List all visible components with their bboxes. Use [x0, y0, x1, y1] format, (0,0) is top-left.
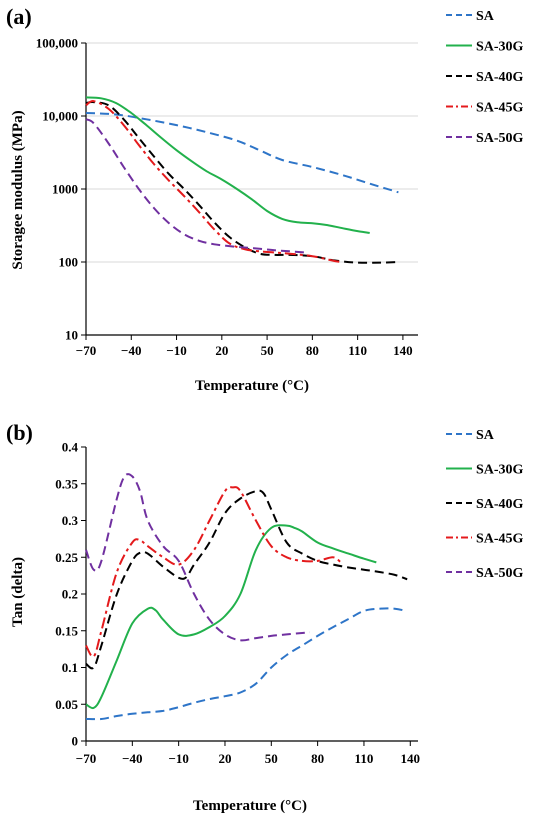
panel-a-x-tick-label: 20 — [215, 343, 228, 358]
panel-a-legend-label: SA-30G — [476, 40, 524, 55]
panel-b-y-tick-label: 0.05 — [55, 697, 78, 712]
panel-b-x-tick-label: 80 — [311, 751, 324, 766]
panel-a-axes — [81, 42, 418, 340]
panel-b-y-tick-label: 0.35 — [55, 476, 78, 491]
panel-a-legend-label: SA-45G — [476, 101, 524, 116]
panel-a-x-tick-label: 110 — [348, 343, 367, 358]
panel-a-y-tick-label: 1000 — [52, 182, 78, 197]
panel-a-gridlines — [86, 42, 418, 263]
panel-b-y-tick-label: 0.4 — [62, 440, 79, 455]
panel-b-legend-label: SA-50G — [476, 566, 524, 581]
panel-b-y-tick-label: 0.1 — [62, 660, 78, 675]
panel-a-legend: SA SA-30G SA-40G SA-45G SA-50G — [446, 9, 524, 146]
panel-a-series-line-sa-30g — [85, 96, 370, 234]
panel-a-chart: (a) 10 100 1000 10,000 100,000 −70 −40 −10 20 50 8… — [6, 4, 524, 394]
panel-a-x-tick-label: 50 — [261, 343, 274, 358]
panel-a-y-tick-label: 100,000 — [36, 36, 78, 51]
panel-a-series-line-sa-40g — [85, 101, 400, 264]
panel-b-axes — [81, 446, 418, 746]
panel-b-x-tick-label: 140 — [401, 751, 421, 766]
panel-a-x-tick-label: 140 — [393, 343, 413, 358]
panel-a-series-line-sa-50g — [85, 118, 305, 254]
panel-b-y-tick-label: 0.3 — [62, 513, 79, 528]
panel-b-series-lines — [85, 473, 408, 721]
panel-b-series-line-sa — [85, 607, 406, 721]
panel-b-series-line-sa-50g — [85, 473, 310, 642]
panel-b-y-tick-label: 0.2 — [62, 587, 78, 602]
panel-a-x-tick-label: 80 — [306, 343, 319, 358]
panel-a-x-axis-title: Temperature (°C) — [195, 378, 309, 394]
panel-a-label: (a) — [6, 4, 32, 29]
panel-a-x-tick-label: −40 — [121, 343, 141, 358]
panel-b-y-tick-label: 0 — [72, 734, 79, 749]
panel-b-series-line-sa-45g — [85, 486, 342, 658]
panel-b-legend-label: SA-45G — [476, 532, 524, 547]
panel-b-x-tick-label: −70 — [76, 751, 96, 766]
panel-b-legend-label: SA — [476, 428, 495, 443]
panel-b-x-axis-title: Temperature (°C) — [193, 798, 307, 814]
panel-b-x-tick-label: −40 — [122, 751, 142, 766]
panel-a-y-tick-label: 10,000 — [42, 109, 78, 124]
panel-b-y-axis-title: Tan (delta) — [10, 557, 26, 627]
panel-a-x-tick-label: −10 — [166, 343, 186, 358]
panel-a-series-line-sa-45g — [85, 100, 343, 263]
panel-a-series-lines — [85, 96, 400, 264]
panel-b-y-tick-label: 0.25 — [55, 550, 78, 565]
panel-b-tick-labels: 0 0.05 0.1 0.15 0.2 0.25 0.3 0.35 0.4 −70 −40 −10 20… — [55, 440, 420, 767]
panel-a-legend-label: SA-50G — [476, 131, 524, 146]
panel-a-y-tick-label: 10 — [65, 328, 78, 343]
panel-b-x-tick-label: −10 — [168, 751, 188, 766]
panel-a-series-line-sa — [85, 112, 399, 194]
panel-a-x-tick-label: −70 — [76, 343, 96, 358]
panel-b-x-tick-label: 20 — [218, 751, 231, 766]
panel-b-legend-label: SA-40G — [476, 497, 524, 512]
panel-b-legend: SA SA-30G SA-40G SA-45G SA-50G — [446, 428, 524, 581]
panel-b-x-tick-label: 50 — [265, 751, 278, 766]
panel-a-y-axis-title: Storagee modulus (MPa) — [10, 110, 26, 269]
panel-b-chart: (b) 0 0.05 0.1 0.15 0.2 0.25 0.3 0.35 0.4 −70 −40 −… — [6, 420, 524, 814]
panel-a-y-tick-label: 100 — [59, 255, 79, 270]
panel-b-label: (b) — [6, 420, 33, 445]
panel-b-y-tick-label: 0.15 — [55, 623, 78, 638]
panel-a-tick-labels: 10 100 1000 10,000 100,000 −70 −40 −10 20 50 80 110… — [36, 36, 413, 359]
panel-b-legend-label: SA-30G — [476, 463, 524, 478]
panel-b-series-line-sa-30g — [85, 524, 377, 710]
panel-a-legend-label: SA — [476, 9, 495, 24]
panel-a-legend-label: SA-40G — [476, 70, 524, 85]
panel-b-x-tick-label: 110 — [355, 751, 374, 766]
